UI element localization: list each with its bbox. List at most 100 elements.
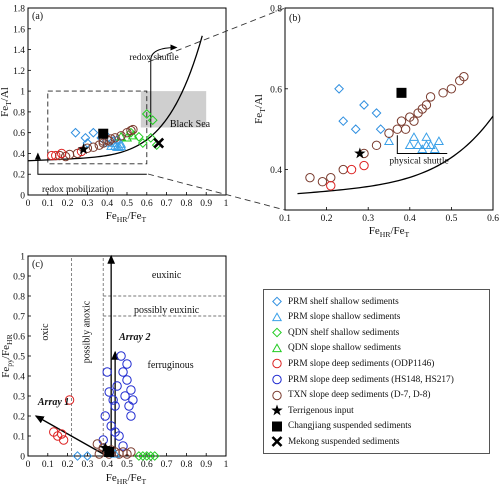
qdn-shelf-shallow-sediments-point [145,451,156,461]
panel-label: (a) [32,11,43,22]
prm-slope-shallow-sediments-point [404,140,415,150]
plot-frame [27,255,227,457]
prm-slope-deep-sediments-hs148-hs217-point [104,387,114,397]
prm-shelf-shallow-sediments-point [112,135,123,145]
prm-shelf-shallow-sediments-point [82,138,93,148]
legend-label: Mekong suspended sediments [288,436,400,447]
prm-shelf-shallow-sediments-point [88,127,99,138]
y-tick-label: 0.8 [13,108,25,118]
y-tick-label: 1.2 [13,67,25,77]
x-tick-label: 0.9 [200,199,212,209]
y-tick-label: 0.8 [270,5,282,15]
square-icon [272,421,282,432]
x-tick-label: 0.7 [161,199,173,209]
txn-slope-deep-sediments-point [305,172,315,183]
prm-slope-deep-sediments-hs148-hs217-point [114,431,124,441]
txn-slope-deep-sediments-point [392,124,403,134]
legend-item: Changjiang suspended sediments [270,420,411,433]
prm-slope-shallow-sediments-point [383,136,395,145]
y-tick-label: 0.4 [13,373,25,383]
prm-slope-shallow-sediments-point [429,144,440,154]
panel-label: (c) [32,259,43,270]
txn-slope-deep-sediments-point [446,84,457,94]
y-tick-label: 0.9 [13,273,25,283]
x-tick-label: 0.2 [62,199,74,209]
prm-slope-deep-sediments-hs148-hs217-point [120,391,130,401]
x-tick-label: 0.5 [121,199,133,209]
prm-shelf-shallow-sediments-point [70,127,81,138]
legend-label: PRM slope deep sediments (HS148, HS217) [288,374,454,385]
prm-slope-shallow-sediments-point [115,138,127,148]
prm-slope-deep-sediments-odp1146-point [56,148,67,159]
panel-label: (b) [289,13,301,24]
plot-frame [284,7,494,211]
y-tick-label: 0.6 [13,333,25,343]
x-tick-label: 0.4 [101,199,113,209]
prm-slope-deep-sediments-hs148-hs217-point [122,375,132,385]
y-axis-label: FeT/Al [253,94,267,124]
qdn-shelf-shallow-sediments-point [149,451,160,461]
legend-label: QDN slope shallow sediments [288,343,401,354]
physical-shuttle-bracket [396,135,448,154]
y-tick-label: 0.2 [13,413,25,423]
x-tick-label: 0.5 [121,460,133,470]
legend-label: Changjiang suspended sediments [288,421,412,432]
prm-slope-deep-sediments-odp1146-point [346,164,357,175]
prm-shelf-shallow-sediments-point [82,451,93,461]
y-tick-label: 0.2 [13,171,25,181]
y-tick-label: 0.7 [13,313,25,323]
y-tick-label: 0 [20,192,25,202]
diamond-icon [272,327,282,338]
connector-bottom [147,173,286,211]
txn-slope-deep-sediments-point [126,125,136,136]
legend-marker [272,390,282,400]
legend-marker [271,404,283,416]
connector-top [147,7,286,63]
prm-slope-deep-sediments-odp1146-point [64,395,75,405]
prm-slope-deep-sediments-hs148-hs217-point [124,401,134,411]
x-tick-label: 0.8 [180,460,192,470]
terrigenous-input-point [77,143,90,155]
qdn-shelf-shallow-sediments-point [141,109,152,119]
prm-slope-deep-sediments-hs148-hs217-point [112,381,122,391]
zoom-connector-lines [147,7,286,211]
qdn-shelf-shallow-sediments-point [137,138,148,148]
cross-icon [271,436,283,448]
legend-marker [272,327,282,338]
x-tick-label: 0.4 [404,214,416,224]
txn-slope-deep-sediments-point [409,116,419,126]
prm-shelf-shallow-sediments-point [359,100,369,110]
x-tick-label: 0.8 [180,199,192,209]
x-tick-label: 0.2 [62,460,74,470]
prm-slope-deep-sediments-odp1146-point [47,150,57,161]
x-tick-label: 0.1 [42,460,54,470]
prm-shelf-shallow-sediments-point [338,116,349,127]
legend-label: Terrigenous input [288,405,354,416]
terrigenous-input-point [354,147,366,159]
y-tick-label: 0.4 [270,166,282,176]
prm-slope-deep-sediments-odp1146-point [326,181,336,191]
txn-slope-deep-sediments-point [106,134,116,144]
prm-slope-deep-sediments-hs148-hs217-point [118,367,128,377]
legend-marker [272,374,282,385]
x-tick-label: 0.5 [445,214,457,224]
x-axis-label: FeHR/FeT [106,210,147,224]
x-axis-label: FeHR/FeT [369,225,410,239]
annotation-possibly-euxinic: possibly euxinic [134,305,200,316]
x-tick-label: 1 [224,460,229,470]
star-icon [271,404,283,416]
prm-slope-deep-sediments-hs148-hs217-point [122,359,132,369]
legend-label: PRM slope shallow sediments [288,312,401,323]
changjiang-suspended-sediments-point [98,128,109,139]
y-tick-label: 0.6 [270,85,282,95]
x-tick-label: 0.2 [321,214,333,224]
txn-slope-deep-sediments-point [88,142,99,152]
prm-slope-deep-sediments-odp1146-point [58,435,69,445]
zoom-region-box [47,90,148,165]
legend-item: TXN slope deep sediments (D-7, D-8) [270,389,431,402]
legend-item: Mekong suspended sediments [270,435,400,448]
legend-marker [272,359,282,369]
txn-slope-deep-sediments-point [104,136,114,146]
y-tick-label: 0.3 [13,393,25,403]
